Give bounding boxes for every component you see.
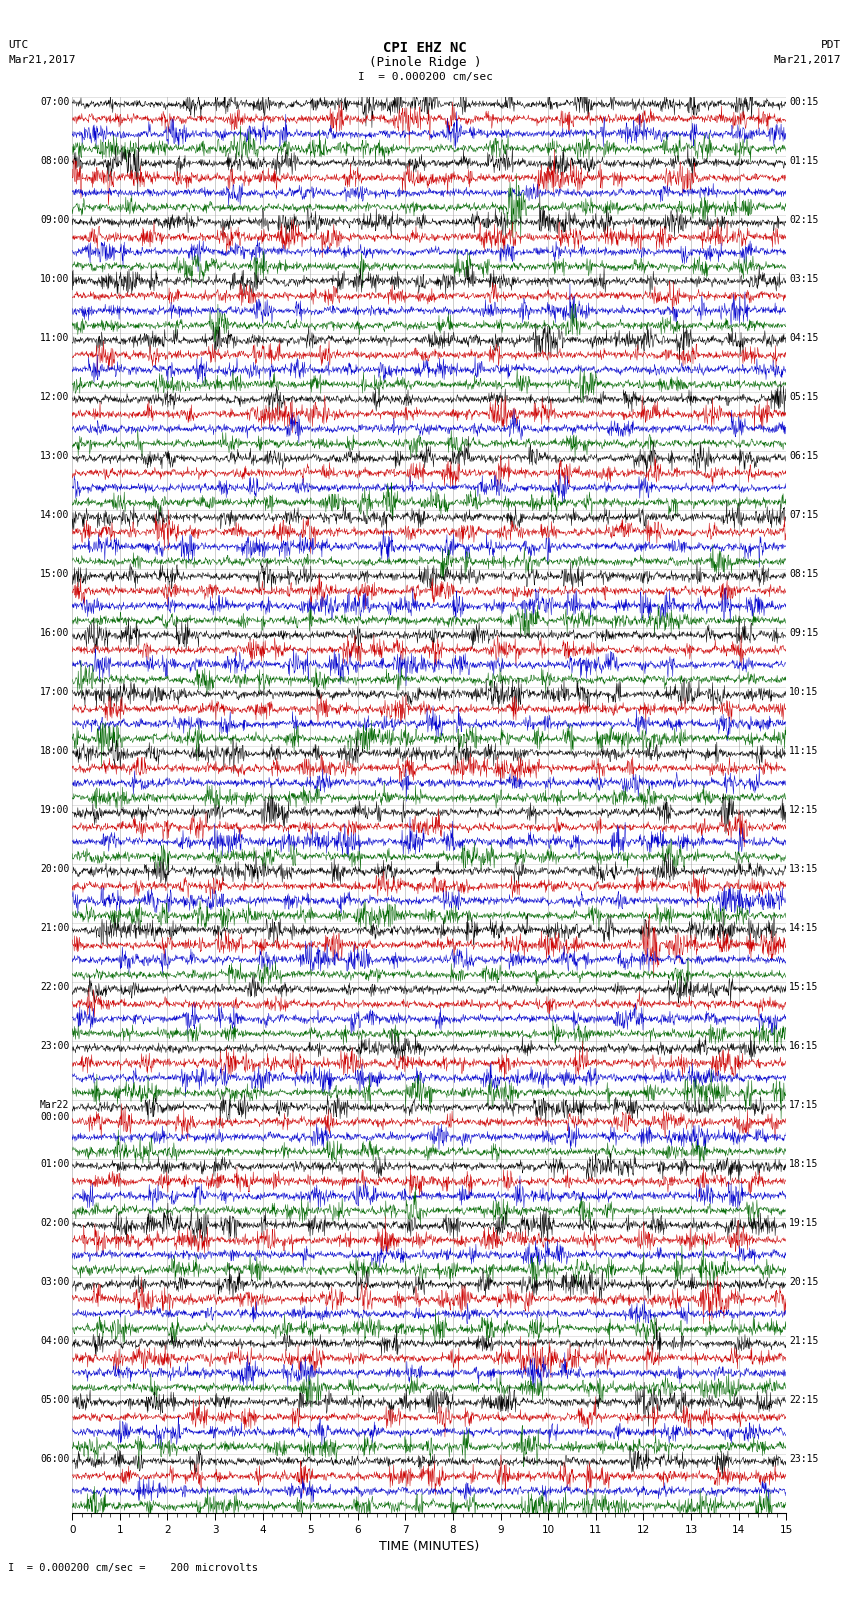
Text: CPI EHZ NC: CPI EHZ NC [383, 42, 467, 55]
Text: (Pinole Ridge ): (Pinole Ridge ) [369, 56, 481, 69]
X-axis label: TIME (MINUTES): TIME (MINUTES) [379, 1540, 479, 1553]
Text: PDT: PDT [821, 40, 842, 50]
Text: UTC: UTC [8, 40, 29, 50]
Text: Mar21,2017: Mar21,2017 [774, 55, 842, 65]
Text: I  = 0.000200 cm/sec: I = 0.000200 cm/sec [358, 73, 492, 82]
Text: Mar21,2017: Mar21,2017 [8, 55, 76, 65]
Text: I  = 0.000200 cm/sec =    200 microvolts: I = 0.000200 cm/sec = 200 microvolts [8, 1563, 258, 1573]
